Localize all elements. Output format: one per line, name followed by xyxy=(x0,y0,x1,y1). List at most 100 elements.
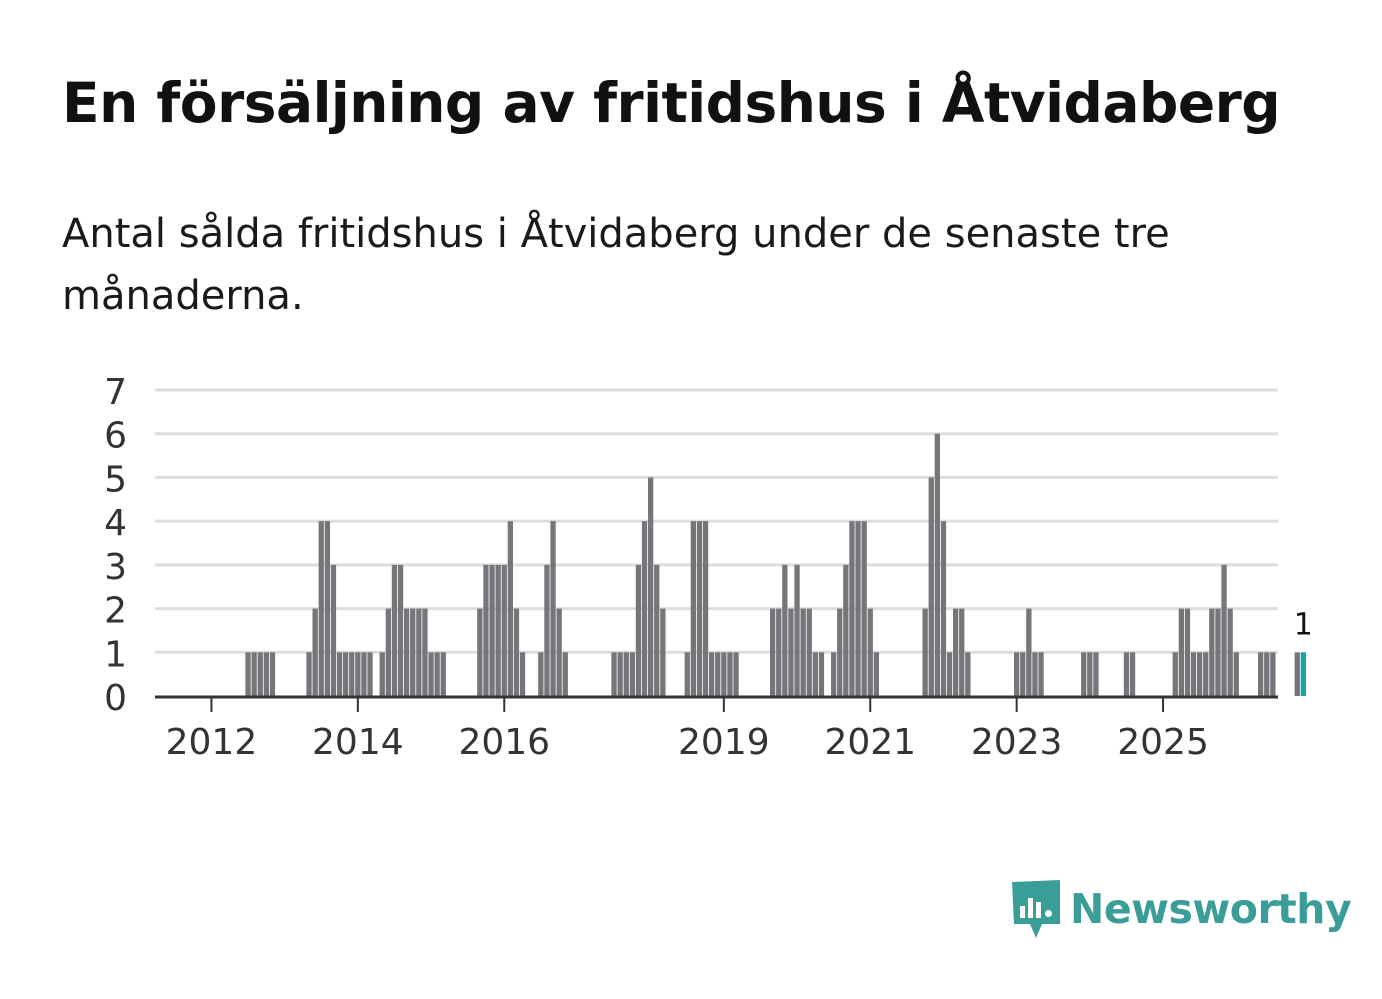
bar xyxy=(404,608,410,696)
bar xyxy=(1032,652,1038,696)
y-tick-label: 7 xyxy=(104,372,127,413)
x-axis-labels: 2012 2014 2016 2019 2021 2023 2025 xyxy=(166,698,1209,763)
bar xyxy=(818,652,825,696)
bar xyxy=(251,652,257,696)
bar xyxy=(635,564,642,696)
x-tick-label: 2012 xyxy=(166,722,258,763)
bar xyxy=(1093,652,1099,696)
bar xyxy=(611,652,617,696)
bar xyxy=(544,564,550,696)
y-tick-label: 3 xyxy=(104,547,127,588)
bar xyxy=(343,652,349,696)
bar xyxy=(684,652,690,696)
bar xyxy=(1258,652,1264,696)
y-tick-label: 1 xyxy=(104,634,127,675)
bar xyxy=(495,564,501,696)
brand-logo: Newsworthy xyxy=(1010,878,1352,940)
bar xyxy=(397,564,404,696)
bar xyxy=(965,652,971,696)
bar xyxy=(953,608,959,696)
chart-subtitle: Antal sålda fritidshus i Åtvidaberg unde… xyxy=(62,211,1170,319)
bar xyxy=(770,608,776,696)
y-tick-label: 0 xyxy=(104,678,127,719)
bar xyxy=(538,652,544,696)
newsworthy-logo-icon xyxy=(1012,880,1060,938)
bar xyxy=(617,652,623,696)
bar xyxy=(562,652,568,696)
bar xyxy=(1026,608,1032,696)
bar xyxy=(721,652,727,696)
bar xyxy=(867,608,873,696)
bar xyxy=(501,564,507,696)
bar xyxy=(629,652,635,696)
bar xyxy=(428,652,434,696)
bar xyxy=(330,564,337,696)
bar xyxy=(1197,652,1203,696)
bar xyxy=(1209,608,1215,696)
bar xyxy=(312,608,318,696)
gridlines xyxy=(155,388,1278,654)
bar xyxy=(1038,652,1044,696)
bar xyxy=(391,564,398,696)
chart-title: En försäljning av fritidshus i Åtvidaber… xyxy=(62,71,1281,135)
bar xyxy=(1190,652,1197,696)
bar xyxy=(794,564,800,696)
bar xyxy=(690,521,696,696)
x-tick-label: 2019 xyxy=(678,722,770,763)
bar xyxy=(934,433,940,696)
bar xyxy=(1215,608,1221,696)
bar xyxy=(648,477,654,696)
y-tick-label: 5 xyxy=(104,459,127,500)
y-tick-label: 2 xyxy=(104,591,127,632)
bar xyxy=(776,608,782,696)
y-tick-label: 4 xyxy=(104,503,127,544)
bar xyxy=(800,608,806,696)
bar xyxy=(696,521,703,696)
brand-name: Newsworthy xyxy=(1070,885,1352,933)
bar xyxy=(831,652,837,696)
x-tick-label: 2016 xyxy=(458,722,550,763)
bar xyxy=(654,564,660,696)
bar xyxy=(1300,652,1306,696)
bar xyxy=(489,564,495,696)
bar xyxy=(336,652,343,696)
bar xyxy=(1014,652,1020,696)
bar xyxy=(843,564,849,696)
bar xyxy=(641,521,648,696)
bar xyxy=(1203,652,1209,696)
bar xyxy=(361,652,367,696)
bar xyxy=(702,521,709,696)
bar xyxy=(324,521,330,696)
bar xyxy=(410,608,416,696)
highlight-value-label: 1 xyxy=(1294,607,1313,642)
bar xyxy=(946,652,953,696)
bar xyxy=(1123,652,1130,696)
bar xyxy=(1294,652,1300,696)
bar xyxy=(1020,652,1026,696)
x-tick-label: 2023 xyxy=(971,722,1063,763)
bar xyxy=(519,652,526,696)
x-tick-label: 2025 xyxy=(1117,722,1209,763)
bar xyxy=(477,608,483,696)
bar xyxy=(1233,652,1239,696)
bar xyxy=(812,652,818,696)
bar xyxy=(788,608,794,696)
bar xyxy=(318,521,324,696)
bar xyxy=(959,608,965,696)
bar xyxy=(940,521,947,696)
bar xyxy=(513,608,520,696)
bar xyxy=(727,652,733,696)
bar xyxy=(349,652,355,696)
bar xyxy=(715,652,721,696)
bar xyxy=(1184,608,1191,696)
bar xyxy=(257,652,263,696)
bar xyxy=(849,521,855,696)
bar xyxy=(385,608,391,696)
bar xyxy=(1264,652,1270,696)
bar xyxy=(367,652,373,696)
bar xyxy=(623,652,629,696)
bar xyxy=(855,521,861,696)
bar xyxy=(1172,652,1178,696)
bar xyxy=(355,652,361,696)
